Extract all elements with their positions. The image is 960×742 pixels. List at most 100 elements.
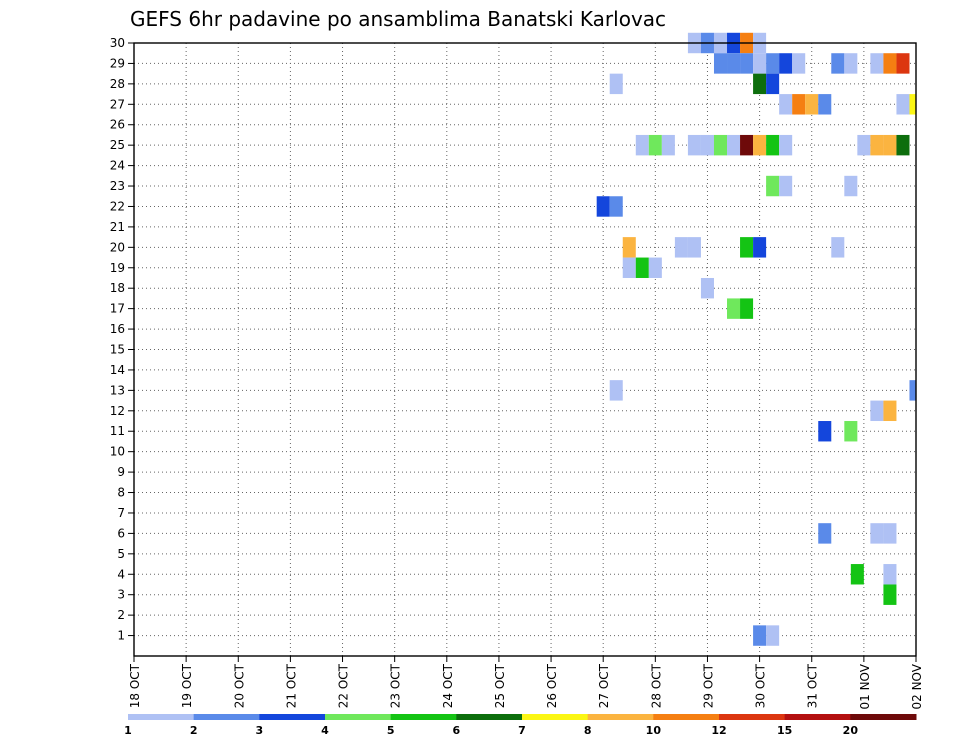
legend-label: 15 (777, 724, 792, 737)
precip-cell (844, 53, 858, 74)
x-tick-label: 22 OCT (337, 663, 351, 708)
precip-cell (766, 134, 780, 156)
precip-cell (740, 134, 754, 156)
precip-cell (870, 134, 884, 156)
precip-cell (779, 134, 793, 156)
x-tick-label: 30 OCT (754, 663, 768, 708)
precip-cell (831, 53, 845, 74)
precip-cell (674, 237, 688, 258)
legend-swatch (390, 714, 457, 720)
precip-cell (818, 421, 832, 442)
precip-cell (609, 380, 623, 401)
precip-cell (909, 94, 916, 115)
precip-cell (635, 257, 649, 278)
chart-title: GEFS 6hr padavine po ansamblima Banatski… (130, 7, 666, 31)
precip-cell (896, 53, 910, 74)
y-tick-label: 16 (110, 322, 125, 336)
x-tick-label: 21 OCT (284, 663, 298, 708)
precip-cell (622, 257, 636, 278)
precip-cell (844, 421, 858, 442)
x-tick-label: 26 OCT (545, 663, 559, 708)
precip-cell (896, 134, 910, 156)
precip-cell (766, 175, 780, 197)
x-tick-label: 29 OCT (701, 663, 715, 708)
y-axis: 1234567891011121314151617181920212223242… (110, 36, 134, 643)
y-tick-label: 8 (117, 486, 125, 500)
legend-swatch (259, 714, 326, 720)
y-tick-label: 23 (110, 179, 125, 193)
grid-layer (134, 42, 916, 656)
y-tick-label: 15 (110, 343, 125, 357)
x-tick-label: 31 OCT (806, 663, 820, 708)
y-tick-label: 14 (110, 363, 125, 377)
legend-swatch (128, 714, 195, 720)
x-tick-label: 25 OCT (493, 663, 507, 708)
legend-label: 2 (190, 724, 198, 737)
legend-swatch (193, 714, 260, 720)
y-tick-label: 24 (110, 159, 125, 173)
precip-cell (713, 53, 728, 74)
legend-swatch (653, 714, 720, 720)
x-tick-label: 27 OCT (597, 663, 611, 708)
x-tick-label: 01 NOV (858, 663, 872, 709)
color-legend: 1 2 3 4 5 6 7 8 10 12 15 20 (124, 714, 917, 737)
cells-layer (596, 32, 916, 646)
y-tick-label: 22 (110, 199, 125, 213)
precip-cell (805, 94, 819, 115)
x-tick-label: 28 OCT (649, 663, 663, 708)
precip-cell (883, 584, 897, 605)
x-tick-label: 24 OCT (441, 663, 455, 708)
precip-cell (883, 523, 897, 544)
precip-cell (740, 53, 754, 74)
precip-cell (870, 523, 884, 544)
legend-label: 8 (584, 724, 592, 737)
precip-cell (740, 298, 754, 319)
y-tick-label: 30 (110, 36, 125, 50)
legend-swatch (587, 714, 654, 720)
x-axis: 18 OCT 19 OCT 20 OCT 21 OCT 22 OCT 23 OCT 24 O… (128, 656, 924, 710)
y-tick-label: 5 (117, 547, 125, 561)
precip-cell (753, 53, 767, 74)
precip-cell (753, 134, 767, 156)
precip-cell (909, 380, 916, 401)
precip-cell (648, 134, 662, 156)
legend-label: 6 (453, 724, 461, 737)
precip-cell (700, 277, 714, 299)
y-tick-label: 13 (110, 383, 125, 397)
precip-cell (687, 237, 701, 258)
precip-cell (766, 53, 780, 74)
precip-cell (727, 53, 741, 74)
x-tick-label: 02 NOV (910, 663, 924, 709)
y-tick-label: 1 (117, 629, 125, 643)
y-tick-label: 19 (110, 261, 125, 275)
legend-label: 1 (124, 724, 132, 737)
legend-swatch (850, 714, 917, 720)
x-tick-label: 23 OCT (389, 663, 403, 708)
y-tick-label: 25 (110, 138, 125, 152)
precip-cell (727, 134, 741, 156)
precip-cell (883, 400, 897, 422)
y-tick-label: 18 (110, 281, 125, 295)
precip-cell (609, 73, 623, 95)
precip-cell (753, 73, 767, 95)
legend-label: 7 (518, 724, 526, 737)
precip-cell (779, 94, 793, 115)
precip-cell (766, 73, 780, 95)
y-tick-label: 10 (110, 445, 125, 459)
legend-swatch (456, 714, 523, 720)
y-tick-label: 2 (117, 608, 125, 622)
precip-cell (850, 564, 864, 585)
legend-label: 3 (256, 724, 264, 737)
legend-label: 12 (711, 724, 726, 737)
precip-cell (635, 134, 649, 156)
precip-cell (661, 134, 675, 156)
y-tick-label: 20 (110, 240, 125, 254)
precip-cell (870, 400, 884, 422)
y-tick-label: 9 (117, 465, 125, 479)
legend-swatch (719, 714, 786, 720)
precip-cell (896, 94, 910, 115)
legend-swatch (784, 714, 851, 720)
legend-label: 5 (387, 724, 395, 737)
precip-cell (779, 175, 793, 197)
y-tick-label: 11 (110, 424, 125, 438)
